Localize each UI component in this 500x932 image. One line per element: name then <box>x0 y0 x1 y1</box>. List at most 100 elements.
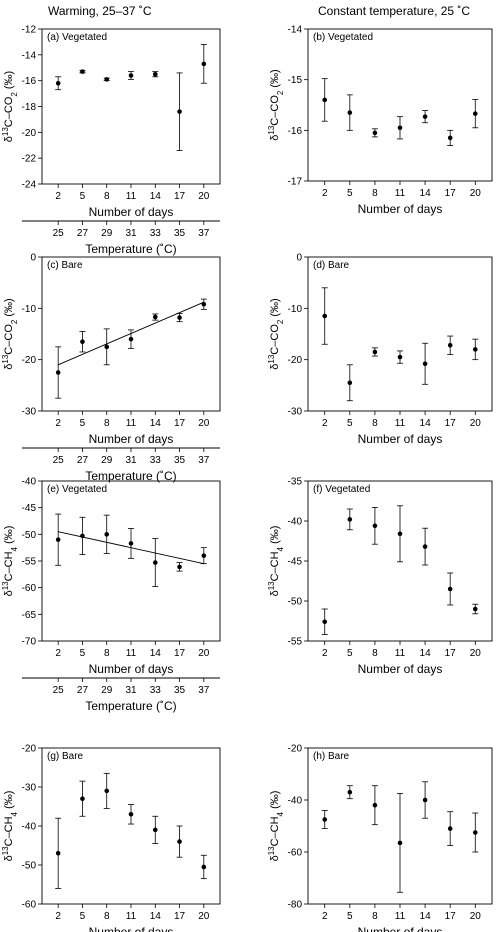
data-point <box>177 564 182 570</box>
x-tick-label: 20 <box>198 191 210 202</box>
temperature-tick-label: 31 <box>125 455 137 466</box>
data-point <box>55 851 61 856</box>
data-point <box>397 531 403 537</box>
x-tick-label: 2 <box>322 648 328 659</box>
data-point <box>472 606 478 612</box>
temperature-tick-label: 33 <box>150 455 162 466</box>
data-point <box>55 370 61 375</box>
x-tick-label: 11 <box>395 648 406 659</box>
y-tick-label: -45 <box>22 503 37 514</box>
y-tick-label: -50 <box>22 530 37 541</box>
data-point <box>80 533 85 539</box>
column-title-warming: Warming, 25–37 ˚C <box>48 4 152 18</box>
x-tick-label: 2 <box>55 418 61 429</box>
panel-label: (c) Bare <box>47 260 83 271</box>
data-point <box>55 80 61 86</box>
y-tick-label: -17 <box>288 177 303 188</box>
temperature-tick-label: 25 <box>53 228 65 239</box>
temperature-axis: 25 27 29 31 33 35 37 Temperature (˚C) <box>22 677 220 713</box>
temperature-tick-label: 35 <box>174 455 186 466</box>
x-tick-label: 17 <box>445 648 457 659</box>
y-tick-label: -20 <box>22 744 37 755</box>
y-tick-label: -30 <box>288 407 303 418</box>
temperature-tick-label: 37 <box>198 455 210 466</box>
x-tick-label: 17 <box>174 191 186 202</box>
data-point <box>472 347 478 352</box>
x-tick-label: 20 <box>470 648 482 659</box>
y-tick-label: -16 <box>288 126 303 137</box>
plot-frame <box>41 747 221 905</box>
y-tick-label: -20 <box>288 744 303 755</box>
x-tick-label: 11 <box>126 191 137 202</box>
data-point <box>104 77 110 82</box>
panel-g: (g) Bare -60 -50 -40 -30 -20 2 5 8 11 14 17 20 Number… <box>1 744 221 932</box>
y-tick-label: -14 <box>22 50 37 61</box>
x-tick-label: 17 <box>445 911 457 922</box>
data-point <box>104 344 110 350</box>
y-axis-label: δ13C–CH4 (‰) <box>1 791 19 862</box>
y-tick-label: -15 <box>288 75 303 86</box>
y-tick-label: -55 <box>22 557 37 568</box>
data-point <box>177 315 182 320</box>
x-tick-label: 8 <box>104 911 110 922</box>
panel-f: (f) Vegetated -55 -50 -45 -40 -35 2 5 8 11 14 17 20 N… <box>267 477 493 676</box>
x-tick-label: 11 <box>126 648 137 659</box>
temperature-tick-label: 25 <box>53 685 65 696</box>
y-tick-label: -40 <box>22 477 37 488</box>
data-point <box>447 826 453 831</box>
data-point <box>372 349 378 355</box>
x-tick-label: 8 <box>104 191 110 202</box>
x-tick-label: 20 <box>470 188 482 199</box>
data-point <box>152 71 158 77</box>
data-point <box>472 111 478 116</box>
x-tick-label: 8 <box>104 648 110 659</box>
y-tick-label: -40 <box>22 822 37 833</box>
y-tick-label: -50 <box>288 597 303 608</box>
data-point <box>322 97 328 103</box>
data-point <box>201 301 207 307</box>
data-point <box>372 523 378 529</box>
x-tick-label: 14 <box>150 418 162 429</box>
y-tick-label: 0 <box>296 253 302 264</box>
x-tick-label: 17 <box>174 911 186 922</box>
temperature-tick-label: 27 <box>77 228 89 239</box>
y-tick-label: -60 <box>288 848 303 859</box>
x-tick-label: 17 <box>445 418 457 429</box>
temperature-tick-label: 33 <box>150 685 162 696</box>
y-tick-label: -60 <box>22 583 37 594</box>
x-tick-label: 17 <box>174 648 186 659</box>
x-tick-label: 14 <box>150 648 162 659</box>
x-tick-label: 11 <box>395 188 406 199</box>
data-point <box>201 553 207 558</box>
y-tick-label: -50 <box>22 861 37 872</box>
temperature-tick-label: 33 <box>150 228 162 239</box>
x-tick-label: 5 <box>80 911 86 922</box>
x-tick-label: 20 <box>470 911 482 922</box>
data-point <box>177 109 182 114</box>
data-point <box>80 69 85 74</box>
x-tick-label: 17 <box>174 418 186 429</box>
temperature-axis: 25 27 29 31 33 35 37 Temperature (˚C) <box>22 220 220 256</box>
y-tick-label: 0 <box>30 253 36 264</box>
x-tick-label: 8 <box>104 418 110 429</box>
x-tick-label: 14 <box>420 418 432 429</box>
x-tick-label: 14 <box>150 191 162 202</box>
temperature-tick-label: 31 <box>125 685 137 696</box>
plot-frame <box>307 256 493 412</box>
temperature-axis-label: Temperature (˚C) <box>85 699 176 713</box>
data-point <box>152 560 158 565</box>
x-axis-label: Number of days <box>89 662 174 676</box>
y-tick-label: -70 <box>22 637 37 648</box>
panel-label: (b) Vegetated <box>313 32 373 43</box>
y-tick-label: -10 <box>288 304 303 315</box>
data-point <box>447 586 453 592</box>
data-point <box>372 130 378 136</box>
x-tick-label: 5 <box>80 418 86 429</box>
x-tick-label: 20 <box>198 418 210 429</box>
x-tick-label: 8 <box>372 188 378 199</box>
y-tick-label: -30 <box>22 407 37 418</box>
y-axis-label: δ13C–CH4 (‰) <box>267 791 285 862</box>
x-tick-label: 2 <box>55 648 61 659</box>
x-axis-label: Number of days <box>89 925 174 932</box>
